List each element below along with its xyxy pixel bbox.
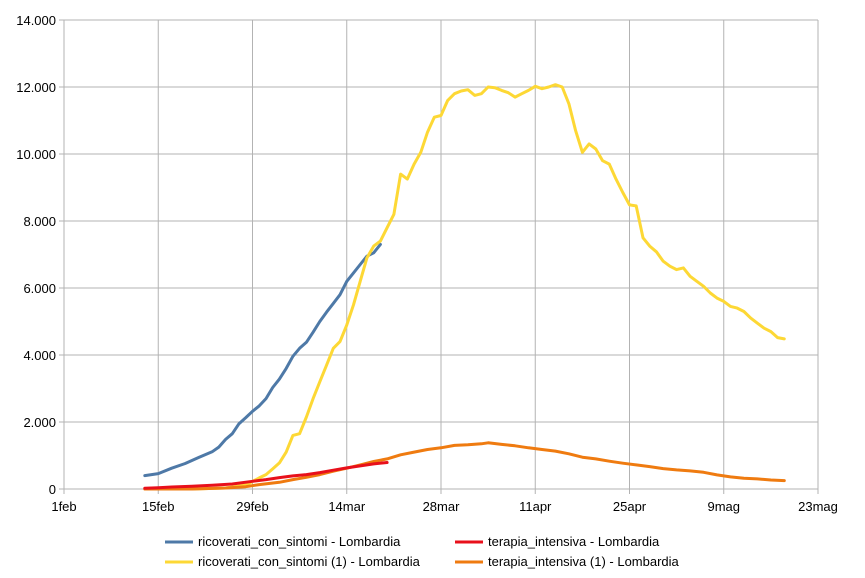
y-tick-label: 10.000 (16, 147, 56, 162)
legend-label: terapia_intensiva (1) - Lombardia (488, 554, 680, 569)
y-tick-label: 6.000 (23, 281, 56, 296)
x-tick-label: 29feb (236, 499, 269, 514)
y-tick-label: 2.000 (23, 415, 56, 430)
y-axis-ticks: 0 2.000 4.000 6.000 8.000 10.000 12.000 14.000 (16, 13, 64, 497)
series-line-2 (143, 83, 786, 491)
legend: ricoverati_con_sintomi - Lombardia terapi… (165, 534, 680, 569)
x-tick-label: 9mag (707, 499, 740, 514)
x-tick-label: 11apr (519, 499, 552, 514)
series-line-0 (143, 242, 382, 478)
y-tick-label: 0 (49, 482, 56, 497)
legend-label: ricoverati_con_sintomi - Lombardia (198, 534, 401, 549)
x-tick-label: 14mar (328, 499, 366, 514)
x-tick-label: 23mag (798, 499, 838, 514)
series-line-3 (143, 441, 786, 491)
data-series (143, 83, 786, 491)
legend-label: ricoverati_con_sintomi (1) - Lombardia (198, 554, 421, 569)
x-tick-label: 25apr (613, 499, 647, 514)
y-tick-label: 14.000 (16, 13, 56, 28)
series-line-1 (143, 461, 389, 490)
x-tick-label: 28mar (423, 499, 461, 514)
x-tick-label: 1feb (51, 499, 76, 514)
y-tick-label: 12.000 (16, 80, 56, 95)
x-tick-label: 15feb (142, 499, 175, 514)
x-axis-ticks: 1feb 15feb 29feb 14mar 28mar 11apr 25apr 9mag 23… (51, 489, 838, 514)
legend-label: terapia_intensiva - Lombardia (488, 534, 660, 549)
y-tick-label: 4.000 (23, 348, 56, 363)
y-tick-label: 8.000 (23, 214, 56, 229)
grid-lines (63, 19, 819, 490)
